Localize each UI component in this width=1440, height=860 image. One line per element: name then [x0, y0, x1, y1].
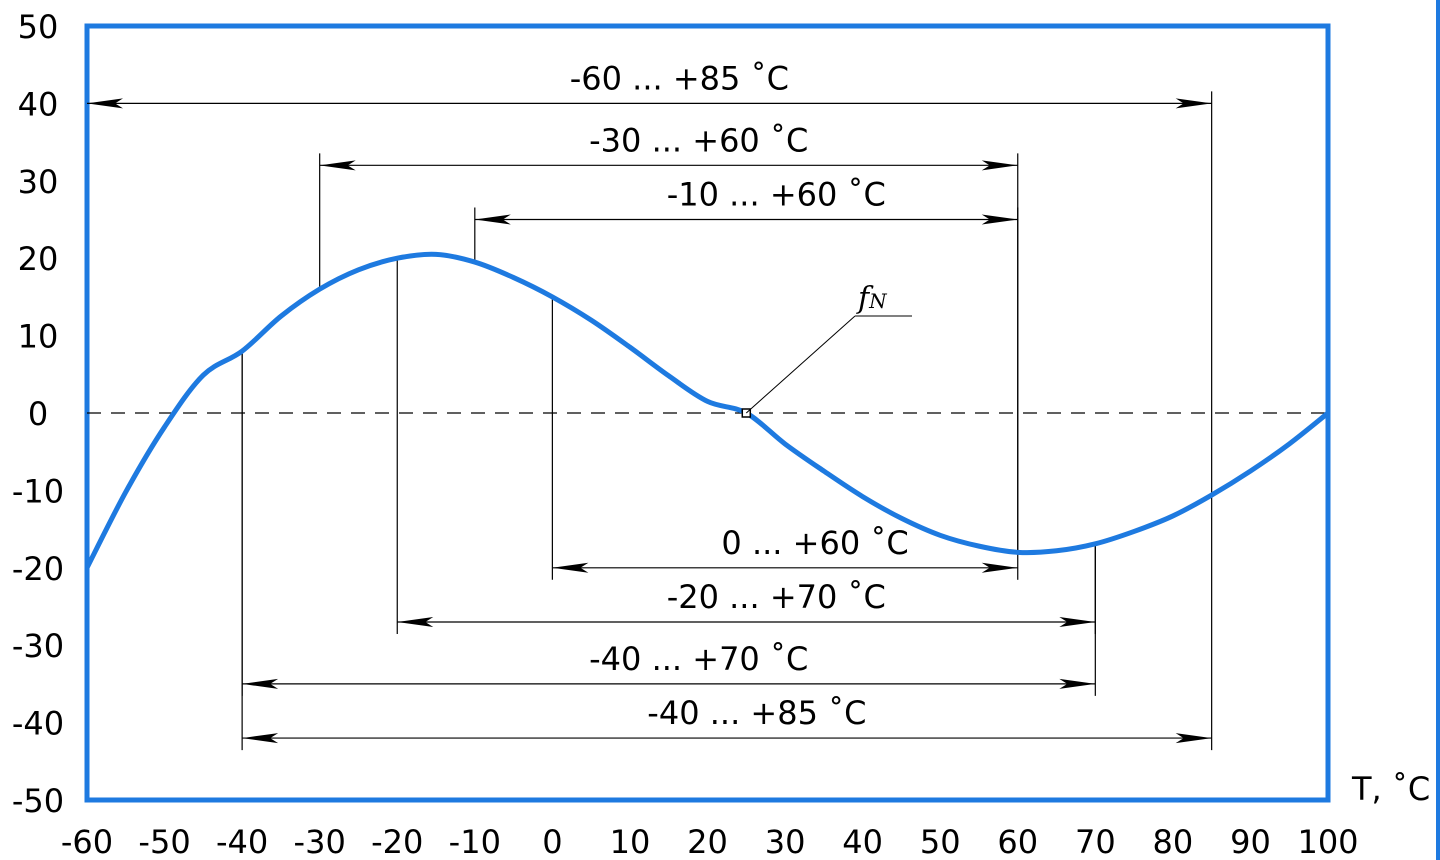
range-label: -20 ... +70 ˚C: [667, 578, 886, 616]
range-0: -60 ... +85 ˚C: [87, 59, 1213, 496]
x-axis-label: T, ˚C: [1351, 770, 1430, 808]
range-label: -10 ... +60 ˚C: [667, 176, 886, 214]
y-tick-label: -30: [12, 627, 64, 665]
y-tick-label: -10: [12, 472, 64, 510]
range-label: -40 ... +70 ˚C: [589, 640, 808, 678]
y-tick-label: -20: [12, 550, 64, 588]
x-tick-label: 30: [765, 823, 806, 860]
dimension-arrowhead: [87, 98, 123, 109]
annotation-group: fN: [741, 281, 912, 418]
fn-annotation-label: fN: [856, 281, 888, 316]
x-tick-label: -60: [61, 823, 113, 860]
y-tick-label: 0: [28, 395, 48, 433]
x-tick-label: 0: [542, 823, 562, 860]
x-tick-label: -10: [449, 823, 501, 860]
x-tick-label: 90: [1230, 823, 1271, 860]
range-3: 0 ... +60 ˚C: [551, 296, 1019, 580]
dimension-arrowhead: [981, 160, 1018, 171]
range-label: 0 ... +60 ˚C: [721, 524, 908, 562]
range-5: -40 ... +70 ˚C: [241, 351, 1096, 696]
dimension-arrowhead: [397, 616, 434, 627]
y-tick-label: 50: [18, 8, 59, 46]
fn-leader-line: [745, 315, 856, 414]
range-6: -40 ... +85 ˚C: [241, 351, 1213, 751]
range-4: -20 ... +70 ˚C: [396, 258, 1096, 634]
x-tick-label: -20: [371, 823, 423, 860]
curve-group: [84, 251, 1330, 569]
y-tick-label: 40: [18, 85, 59, 123]
range-label: -30 ... +60 ˚C: [589, 121, 808, 159]
x-tick-label: -30: [294, 823, 346, 860]
y-tick-label: 10: [18, 318, 59, 356]
dimension-arrowhead: [981, 562, 1018, 573]
x-tick-label: 70: [1075, 823, 1116, 860]
x-tick-labels: -60 -50 -40 -30 -20 -10 0 10 20 30 40 50 60 70 80 90 100: [61, 823, 1359, 860]
dimension-arrowhead: [242, 678, 279, 689]
y-tick-label: -50: [12, 782, 64, 820]
x-tick-label: 60: [997, 823, 1038, 860]
dimension-arrowhead: [319, 160, 356, 171]
range-label: -40 ... +85 ˚C: [647, 694, 866, 732]
dimension-arrowhead: [552, 562, 589, 573]
y-tick-label: -40: [12, 705, 64, 743]
range-lines-group: -60 ... +85 ˚C -30 ... +60 ˚C -10 ... +60 …: [87, 59, 1213, 751]
range-label: -60 ... +85 ˚C: [570, 59, 789, 97]
dimension-arrowhead: [474, 214, 511, 225]
x-tick-label: -40: [216, 823, 268, 860]
dimension-arrowhead: [1059, 678, 1096, 689]
dimension-arrowhead: [1175, 98, 1212, 109]
dimension-arrowhead: [981, 214, 1018, 225]
x-tick-label: -50: [138, 823, 190, 860]
x-tick-label: 10: [610, 823, 651, 860]
x-tick-label: 100: [1297, 823, 1358, 860]
dimension-arrowhead: [1059, 616, 1096, 627]
x-tick-label: 50: [920, 823, 961, 860]
window-right-edge: [1436, 0, 1440, 860]
y-tick-label: 20: [18, 240, 59, 278]
y-tick-label: 30: [18, 163, 59, 201]
x-tick-label: 20: [687, 823, 728, 860]
dimension-arrowhead: [242, 733, 279, 744]
frequency-curve: [84, 251, 1330, 569]
dimension-arrowhead: [1175, 733, 1212, 744]
x-tick-label: 40: [842, 823, 883, 860]
fn-subscript: N: [868, 289, 888, 313]
range-2: -10 ... +60 ˚C: [474, 176, 1019, 553]
y-tick-labels: 50 40 30 20 10 0 -10 -20 -30 -40 -50: [12, 8, 64, 820]
x-tick-label: 80: [1153, 823, 1194, 860]
